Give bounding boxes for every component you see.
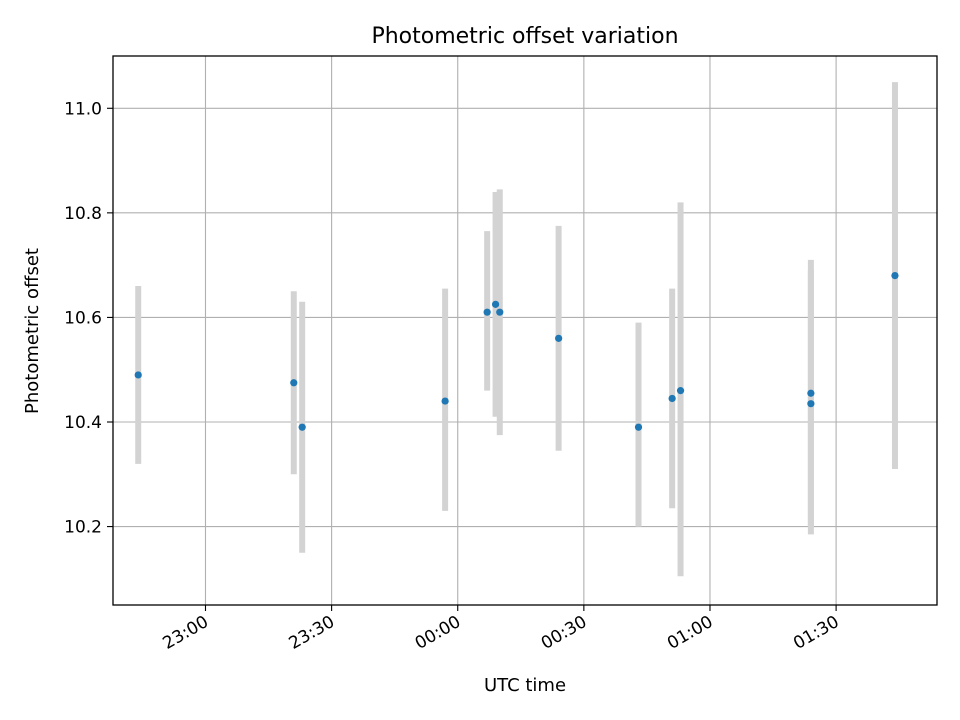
- y-tick-label: 10.8: [64, 204, 102, 224]
- data-point: [441, 397, 449, 405]
- x-axis-label: UTC time: [484, 675, 566, 696]
- y-axis-label: Photometric offset: [22, 248, 43, 414]
- data-point: [134, 371, 142, 379]
- data-point: [491, 300, 500, 308]
- data-points: [134, 272, 899, 431]
- data-point: [807, 400, 815, 408]
- data-point: [807, 389, 815, 397]
- y-tick-label: 10.2: [64, 518, 102, 538]
- data-point: [555, 334, 563, 342]
- grid: [113, 56, 937, 605]
- data-point: [290, 379, 298, 387]
- y-tick-label: 10.4: [64, 413, 102, 433]
- data-point: [483, 308, 491, 316]
- y-tick-label: 10.6: [64, 308, 102, 328]
- data-point: [634, 423, 643, 431]
- plot-frame: [112, 55, 938, 606]
- data-point: [891, 272, 899, 280]
- y-tick-label: 11.0: [64, 99, 102, 119]
- chart-title: Photometric offset variation: [371, 24, 678, 49]
- data-point: [496, 308, 504, 316]
- data-point: [676, 387, 685, 395]
- data-point: [668, 394, 676, 403]
- data-point: [298, 423, 306, 431]
